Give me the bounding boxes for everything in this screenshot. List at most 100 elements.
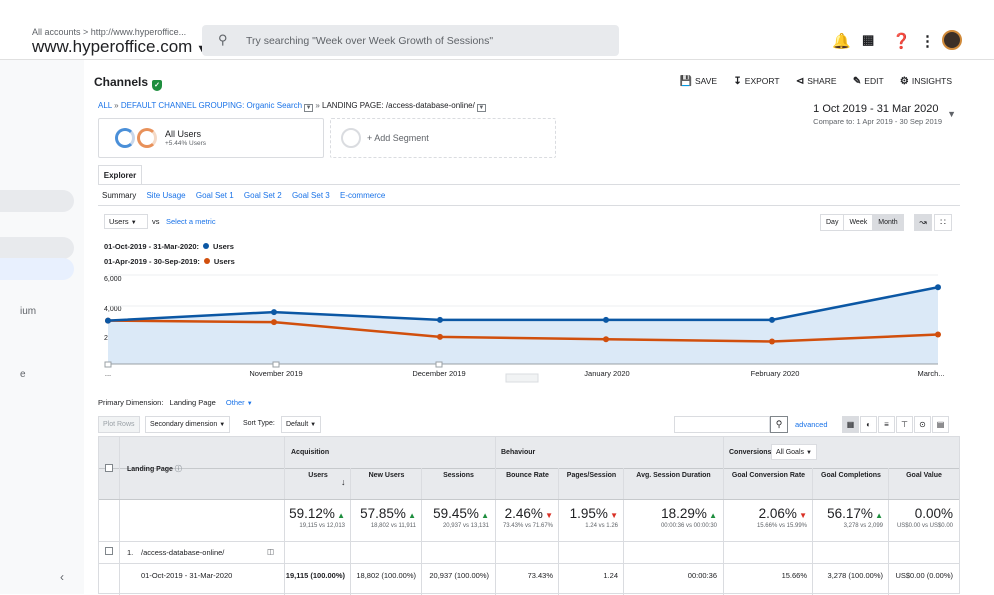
sort-type-value: Default: [286, 421, 309, 428]
goals-select[interactable]: All Goals ▼: [771, 444, 817, 460]
percentage-view-icon[interactable]: ◐: [860, 416, 877, 433]
breadcrumb: ALL » DEFAULT CHANNEL GROUPING: Organic …: [98, 101, 486, 112]
subtab-goal-set-3[interactable]: Goal Set 3: [291, 191, 330, 200]
date-range-compare: Compare to: 1 Apr 2019 - 30 Sep 2019: [813, 117, 942, 126]
select-all-checkbox[interactable]: [105, 464, 113, 472]
report-actions: 💾 SAVE ↧ EXPORT ⊲ SHARE ✎ EDIT ⚙ INSIGHTS: [666, 76, 952, 87]
data-view-icon[interactable]: ▦: [842, 416, 859, 433]
more-vert-icon[interactable]: ⋮: [920, 33, 935, 50]
column-header-pages-session[interactable]: Pages/Session: [566, 472, 617, 479]
motion-chart-icon[interactable]: ∷: [934, 214, 952, 231]
help-icon[interactable]: ❓: [892, 33, 911, 50]
subtab-summary[interactable]: Summary: [102, 191, 137, 200]
subtab-ecommerce[interactable]: E-commerce: [339, 191, 386, 200]
row-checkbox[interactable]: [105, 547, 113, 555]
secondary-dimension-select[interactable]: Secondary dimension ▼: [145, 416, 231, 433]
line-chart-icon[interactable]: ↝: [914, 214, 932, 231]
column-header-goal-completions[interactable]: Goal Completions: [821, 472, 881, 479]
bell-icon[interactable]: 🔔: [832, 33, 851, 50]
export-button[interactable]: ↧ EXPORT: [733, 76, 779, 87]
breadcrumb-grouping[interactable]: DEFAULT CHANNEL GROUPING: Organic Search: [120, 101, 303, 110]
column-header-bounce-rate[interactable]: Bounce Rate: [506, 472, 549, 479]
data-point: [603, 336, 609, 343]
save-button[interactable]: 💾 SAVE: [680, 76, 718, 87]
landing-page-link[interactable]: /access-database-online/: [141, 548, 225, 557]
subtab-goal-set-1[interactable]: Goal Set 1: [195, 191, 234, 200]
breadcrumb-all[interactable]: ALL: [98, 101, 112, 110]
period-day[interactable]: Day: [821, 215, 845, 230]
period-month[interactable]: Month: [873, 215, 903, 230]
advanced-filter-link[interactable]: advanced: [795, 420, 828, 429]
nav-item-label[interactable]: ium: [20, 306, 37, 317]
primary-dimension-value[interactable]: Landing Page: [169, 398, 216, 407]
subtab-site-usage[interactable]: Site Usage: [146, 191, 186, 200]
arrow-down-icon: ▼: [796, 511, 807, 520]
sort-type-select[interactable]: Default ▼: [281, 416, 322, 433]
share-button[interactable]: ⊲ SHARE: [796, 76, 837, 87]
period-week[interactable]: Week: [844, 215, 874, 230]
primary-dimension-label: Primary Dimension:: [98, 398, 164, 407]
table-search-input[interactable]: [674, 416, 770, 433]
line-chart: [104, 274, 941, 383]
account-selector[interactable]: www.hyperoffice.com▼: [32, 37, 207, 57]
column-header-users[interactable]: Users: [308, 472, 328, 479]
legend-series-name: Users: [213, 242, 234, 251]
term-cloud-icon[interactable]: ⊙: [914, 416, 931, 433]
select-metric-link[interactable]: Select a metric: [166, 217, 216, 226]
plot-rows-button[interactable]: Plot Rows: [98, 416, 140, 433]
metric-selector[interactable]: Users ▼: [104, 214, 148, 229]
collapse-nav-icon[interactable]: ‹: [60, 570, 64, 584]
comparison-view-icon[interactable]: ⊤: [896, 416, 913, 433]
segment-name: All Users: [165, 129, 202, 139]
arrow-up-icon: ▲: [872, 511, 883, 520]
column-header-avg-session-duration[interactable]: Avg. Session Duration: [636, 472, 711, 479]
x-tick-label: January 2020: [584, 369, 630, 378]
nav-item-label[interactable]: e: [20, 369, 26, 380]
search-input[interactable]: ⚲ Try searching "Week over Week Growth o…: [202, 25, 619, 56]
avatar[interactable]: [942, 30, 962, 50]
report-main: Channels ✓ 💾 SAVE ↧ EXPORT ⊲ SHARE ✎ EDIT ⚙ IN…: [92, 60, 960, 595]
nav-item[interactable]: [0, 190, 74, 212]
subtab-goal-set-2[interactable]: Goal Set 2: [243, 191, 282, 200]
segment-all-users[interactable]: All Users +5.44% Users: [98, 118, 324, 158]
performance-view-icon[interactable]: ≡: [878, 416, 895, 433]
dropdown-icon[interactable]: ▼: [476, 104, 486, 112]
dropdown-icon[interactable]: ▼: [304, 104, 314, 112]
sort-desc-icon[interactable]: ↓: [341, 477, 346, 487]
chart-area: Users ▼ vs Select a metric Day Week Mont…: [98, 205, 960, 384]
primary-dimension-bar: Primary Dimension: Landing Page Other ▼: [98, 398, 253, 407]
nav-item[interactable]: [0, 237, 74, 259]
nav-item-selected[interactable]: [0, 258, 74, 280]
column-header-new-users[interactable]: New Users: [368, 472, 405, 479]
primary-dimension-other[interactable]: Other ▼: [226, 398, 253, 407]
segment-ring-icon: [115, 128, 135, 148]
column-header-landing-page[interactable]: Landing Page ⓘ: [127, 464, 182, 474]
account-breadcrumb[interactable]: All accounts > http://www.hyperoffice...: [32, 27, 187, 37]
export-icon: ↧: [733, 76, 742, 87]
other-label: Other: [225, 398, 245, 407]
column-header-goal-value[interactable]: Goal Value: [906, 472, 942, 479]
edit-label: EDIT: [864, 76, 884, 86]
tab-explorer[interactable]: Explorer: [98, 165, 142, 185]
data-point: [271, 309, 277, 316]
apps-grid-icon[interactable]: ▦: [862, 32, 875, 47]
total-comparison: 19,115 vs 12,013: [299, 523, 345, 529]
search-icon[interactable]: ⚲: [770, 416, 788, 433]
chevron-down-icon: ▼: [246, 401, 253, 407]
open-page-icon[interactable]: ◫: [267, 547, 275, 556]
column-header-sessions[interactable]: Sessions: [443, 472, 474, 479]
legend-range: 01-Apr-2019 - 30-Sep-2019:: [104, 257, 200, 266]
add-segment-button[interactable]: + Add Segment: [330, 118, 556, 158]
total-change-value: 59.45%: [433, 506, 479, 521]
edit-button[interactable]: ✎ EDIT: [853, 76, 884, 87]
pivot-view-icon[interactable]: ▤: [932, 416, 949, 433]
date-range-picker[interactable]: 1 Oct 2019 - 31 Mar 2020 Compare to: 1 A…: [813, 103, 956, 126]
subtabs: Summary Site Usage Goal Set 1 Goal Set 2…: [102, 191, 393, 200]
series-line: [107, 286, 939, 322]
arrow-up-icon: ▲: [478, 511, 489, 520]
total-change-value: 2.06%: [758, 506, 797, 521]
column-header-goal-conversion-rate[interactable]: Goal Conversion Rate: [731, 472, 806, 479]
insights-button[interactable]: ⚙ INSIGHTS: [900, 76, 952, 87]
total-comparison: 20,937 vs 13,131: [442, 523, 489, 529]
total-change: 1.95% ▼: [559, 506, 618, 521]
